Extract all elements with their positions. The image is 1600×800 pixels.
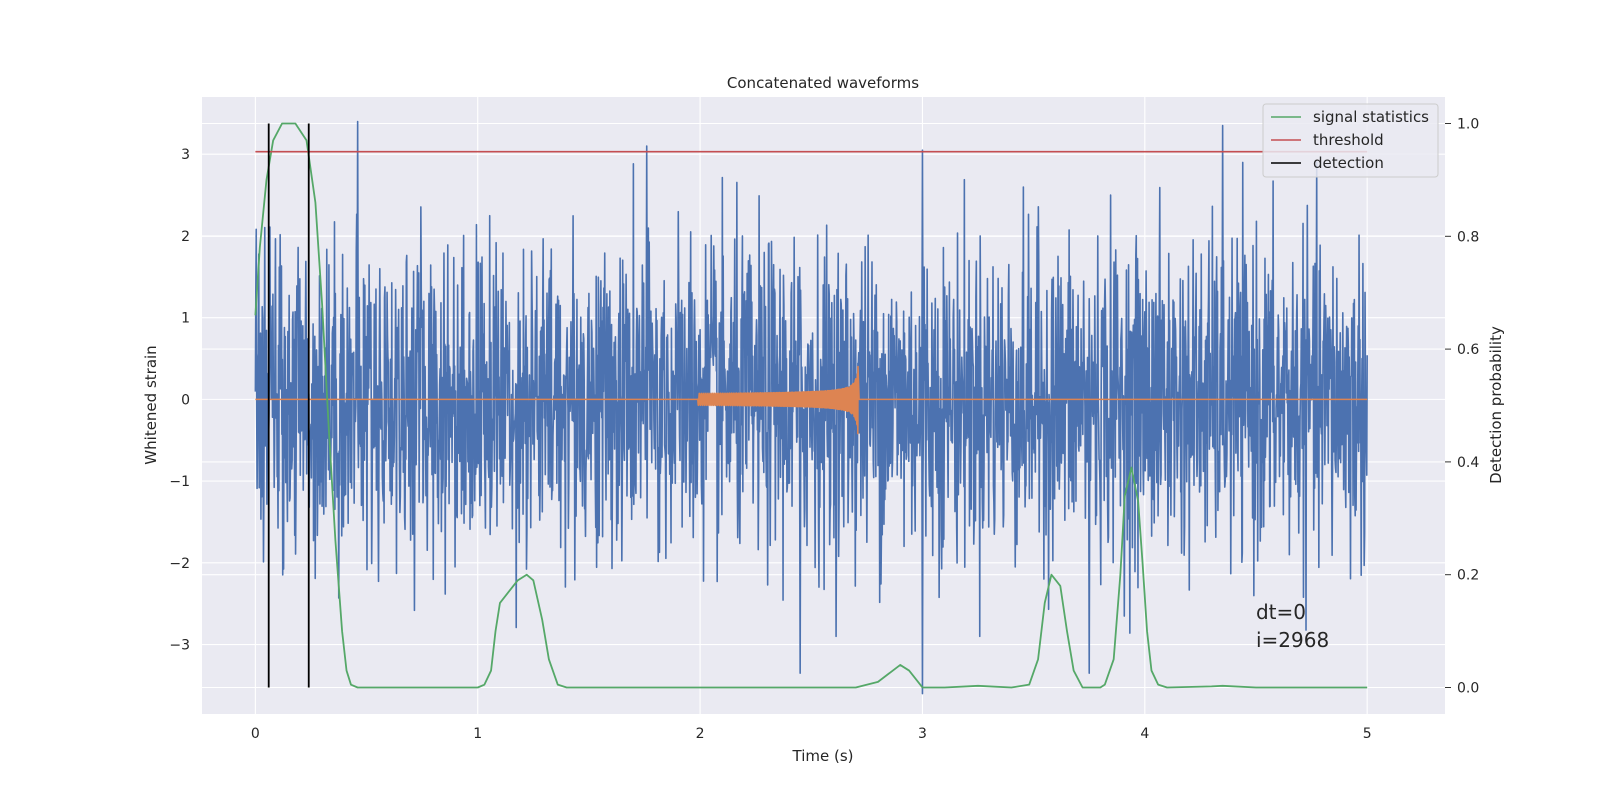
annotation-dt: dt=0 [1256,600,1306,624]
x-tick-label: 5 [1363,726,1372,742]
left-y-axis-label: Whitened strain [142,345,160,464]
series-whitened-strain [254,120,1368,695]
right-y-tick-label: 0.4 [1457,455,1479,471]
series-signal-statistics [254,122,1368,689]
x-tick-label: 2 [696,726,705,742]
legend-label-threshold: threshold [1313,131,1384,149]
series-injected-chirp [255,365,1368,435]
left-y-tick-label: −2 [169,556,190,572]
left-y-tick-labels: −3 −2 −1 0 1 2 3 [169,147,190,653]
right-y-tick-label: 0.6 [1457,342,1479,358]
left-y-tick-label: 2 [181,229,190,245]
left-y-tick-label: −1 [169,474,190,490]
x-tick-label: 1 [473,726,482,742]
left-y-tick-label: −3 [169,638,190,654]
x-tick-label: 4 [1140,726,1149,742]
annotation-index: i=2968 [1256,628,1329,652]
left-y-tick-label: 1 [181,311,190,327]
x-axis-label: Time (s) [792,747,854,765]
right-y-tick-label: 0.2 [1457,568,1479,584]
right-y-tick-labels: 0.0 0.2 0.4 0.6 0.8 1.0 [1445,117,1479,696]
legend-label-signal-statistics: signal statistics [1313,108,1429,126]
x-tick-label: 3 [918,726,927,742]
legend-frame [1262,103,1439,178]
series-layer [254,120,1368,695]
legend: signal statistics threshold detection [1262,103,1439,178]
chart-title: Concatenated waveforms [727,74,919,92]
right-y-axis-label: Detection probability [1487,326,1505,484]
right-y-tick-label: 1.0 [1457,117,1479,133]
x-tick-label: 0 [251,726,260,742]
left-y-tick-label: 3 [181,147,190,163]
x-tick-labels: 0 1 2 3 4 5 [251,726,1372,742]
left-y-tick-label: 0 [181,392,190,408]
annotation: dt=0 i=2968 [1256,600,1329,652]
legend-label-detection: detection [1313,154,1384,172]
right-y-tick-label: 0.0 [1457,680,1479,696]
right-y-tick-label: 0.8 [1457,229,1479,245]
